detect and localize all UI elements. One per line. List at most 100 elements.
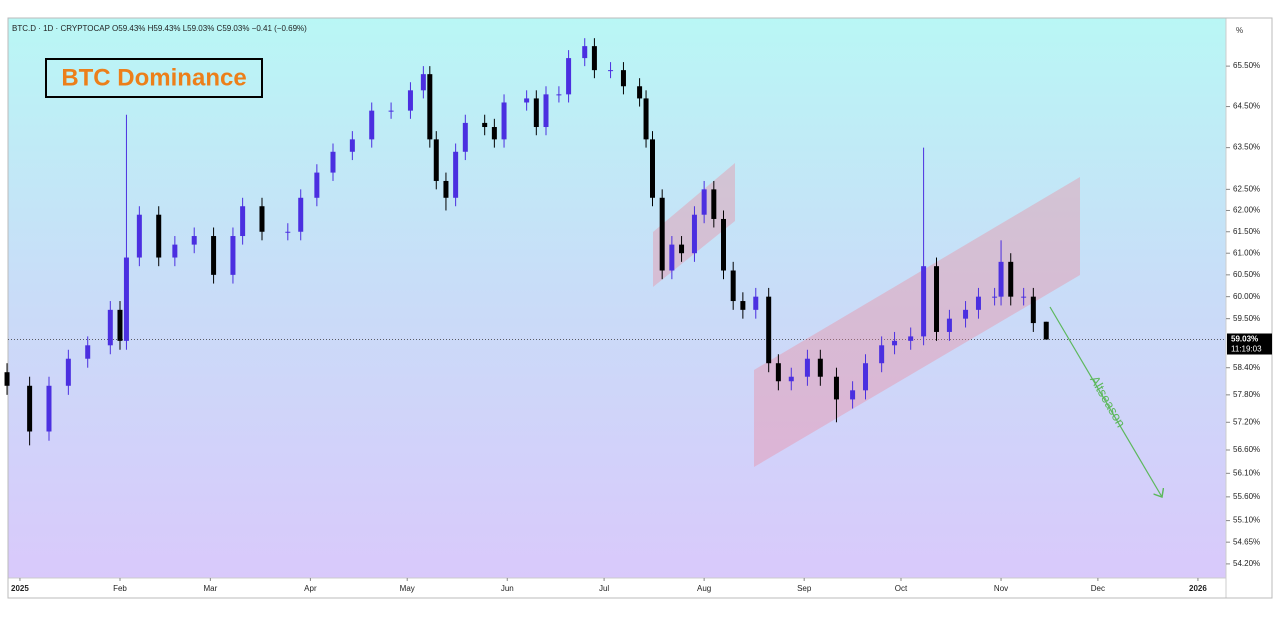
y-tick-label: 57.80%	[1233, 390, 1260, 399]
x-tick-label: May	[400, 584, 415, 593]
x-tick-label: Jun	[501, 584, 514, 593]
price-axis	[1225, 17, 1273, 599]
candle-body	[817, 358, 823, 377]
candle-body	[892, 340, 898, 346]
candle-body	[501, 102, 507, 140]
x-tick-label: Apr	[304, 584, 317, 593]
candle-body	[582, 46, 588, 59]
x-tick-label: Sep	[797, 584, 812, 593]
candle-body	[701, 189, 707, 215]
candle-body	[556, 94, 562, 96]
candle-body	[453, 151, 459, 198]
candle-body	[679, 244, 685, 254]
x-tick-label: Jul	[599, 584, 609, 593]
last-price-box	[1227, 333, 1272, 355]
candle-body	[850, 390, 856, 400]
candle-body	[1030, 296, 1036, 324]
y-tick-label: 59.50%	[1233, 314, 1260, 323]
candle-body	[369, 110, 375, 140]
candle-body	[27, 385, 33, 432]
candle-body	[879, 345, 885, 364]
candle-body	[211, 236, 217, 275]
x-tick-label: 2025	[11, 584, 29, 593]
candle-body	[259, 206, 265, 232]
candle-body	[833, 376, 839, 400]
candle-body	[191, 236, 197, 245]
candle-body	[946, 318, 952, 332]
y-tick-label: 60.50%	[1233, 270, 1260, 279]
time-axis	[7, 577, 1227, 599]
candle-body	[136, 214, 142, 258]
y-tick-label: 61.50%	[1233, 227, 1260, 236]
candle-body	[420, 74, 426, 91]
candle-body	[721, 218, 727, 271]
candle-body	[85, 345, 91, 359]
candle-body	[691, 214, 697, 254]
x-tick-label: Mar	[203, 584, 217, 593]
candle-body	[992, 296, 998, 298]
candle-body	[462, 122, 468, 152]
last-price-label: 59.03%	[1231, 335, 1258, 344]
y-tick-label: 57.20%	[1233, 417, 1260, 426]
x-tick-label: 2026	[1189, 584, 1207, 593]
y-tick-label: 61.00%	[1233, 248, 1260, 257]
candle-body	[608, 70, 614, 72]
candle-body	[443, 180, 449, 198]
candle-body	[730, 270, 736, 302]
candle-body	[240, 206, 246, 237]
x-tick-label: Aug	[697, 584, 711, 593]
y-tick-label: 54.65%	[1233, 537, 1260, 546]
candle-body	[804, 358, 810, 377]
candle-body	[427, 74, 433, 140]
candle-body	[1021, 296, 1027, 298]
candle-body	[298, 197, 304, 232]
y-tick-label: 60.00%	[1233, 292, 1260, 301]
y-tick-label: 64.50%	[1233, 102, 1260, 111]
y-tick-label: 56.60%	[1233, 445, 1260, 454]
candle-body	[908, 336, 914, 341]
candle-body	[1043, 321, 1049, 340]
arrow	[1049, 306, 1162, 497]
candle-body	[659, 197, 665, 271]
candle-body	[123, 257, 129, 341]
candle-body	[637, 86, 643, 99]
candle-body	[482, 122, 488, 128]
candle-body	[788, 376, 794, 382]
y-tick-label: 55.60%	[1233, 492, 1260, 501]
candle-body	[4, 372, 10, 386]
candle-body	[524, 98, 530, 103]
candle-body	[172, 244, 178, 258]
candle-body	[934, 266, 940, 332]
plot-background	[8, 18, 1226, 578]
candle-body	[107, 309, 113, 346]
candle-body	[543, 94, 549, 128]
x-tick-label: Oct	[895, 584, 908, 593]
candle-body	[921, 266, 927, 337]
header: BTC.D · 1D · CRYPTOCAP O59.43% H59.43% L…	[12, 24, 307, 33]
y-tick-label: 65.50%	[1233, 61, 1260, 70]
y-tick-label: 62.00%	[1233, 206, 1260, 215]
candle-body	[643, 98, 649, 140]
x-tick-label: Nov	[994, 584, 1008, 593]
candle-body	[963, 309, 969, 319]
candle-body	[46, 385, 52, 432]
y-tick-label: 62.50%	[1233, 184, 1260, 193]
candle-body	[285, 231, 291, 233]
candle-body	[669, 244, 675, 271]
y-tick-label: 55.10%	[1233, 516, 1260, 525]
candle-body	[766, 296, 772, 364]
chart-title: BTC Dominance	[61, 64, 246, 91]
candle-body	[775, 363, 781, 382]
candle-body	[740, 301, 746, 310]
frame	[7, 17, 1273, 599]
candle-body	[620, 70, 626, 87]
candle-body	[650, 139, 656, 198]
candle-body	[65, 358, 71, 386]
y-tick-label: 58.40%	[1233, 363, 1260, 372]
candle-body	[433, 139, 439, 181]
candle-body	[566, 58, 572, 95]
candle-body	[753, 296, 759, 310]
candle-body	[117, 309, 123, 341]
